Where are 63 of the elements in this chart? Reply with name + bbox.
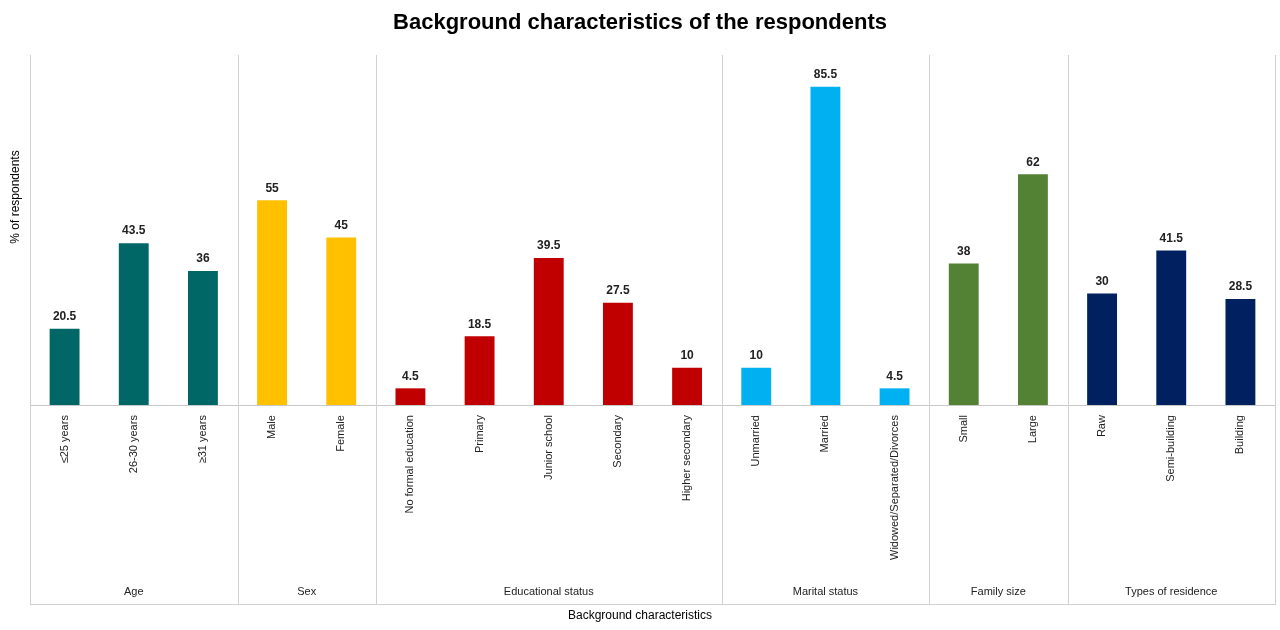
data-label: 41.5 <box>1159 230 1184 245</box>
bar <box>187 271 218 406</box>
x-tick-label: Large <box>1025 415 1038 444</box>
data-label: 38 <box>957 243 971 258</box>
data-label: 62 <box>1026 154 1040 169</box>
data-label: 10 <box>749 348 764 363</box>
bar <box>948 263 979 406</box>
bar <box>810 86 841 406</box>
bar <box>1087 293 1118 406</box>
x-tick-label: Raw <box>1095 415 1108 438</box>
text: Marital status <box>792 585 859 597</box>
bar <box>672 367 703 406</box>
data-label: 28.5 <box>1228 279 1253 294</box>
bar <box>533 258 564 406</box>
data-label: 55 <box>265 180 280 195</box>
data-label: 85.5 <box>813 67 838 82</box>
x-tick-label: ≥31 years <box>195 414 208 464</box>
x-tick-label: Building <box>1233 415 1246 455</box>
x-tick-label: Female <box>334 415 347 452</box>
text: Family size <box>970 585 1026 597</box>
bar <box>49 328 80 406</box>
x-tick-label: Male <box>265 415 278 439</box>
x-tick-label: Small <box>956 415 969 443</box>
x-tick-label: 26-30 years <box>126 414 139 474</box>
x-tick-label: ≤25 years <box>57 414 70 464</box>
x-tick-label: Widowed/Separated/Divorces <box>887 414 900 560</box>
bar <box>464 336 495 406</box>
data-label: 4.5 <box>402 368 420 383</box>
x-tick-label: Junior school <box>541 415 554 480</box>
chart-title: Background characteristics of the respondents <box>392 8 888 36</box>
bar <box>326 237 357 406</box>
x-tick-label: Primary <box>472 414 485 453</box>
text: Sex <box>297 585 317 597</box>
y-axis-title: % of respondents <box>8 149 22 246</box>
bar <box>741 367 772 406</box>
data-label: 20.5 <box>52 309 77 324</box>
bar <box>118 243 149 406</box>
bar <box>257 200 288 406</box>
bar <box>879 388 910 406</box>
bar <box>1156 250 1187 406</box>
data-label: 36 <box>196 251 210 266</box>
x-tick-label: Married <box>818 415 831 453</box>
data-label: 27.5 <box>606 283 630 298</box>
data-label: 30 <box>1095 273 1110 288</box>
bar <box>395 388 426 406</box>
x-axis-title: Background characteristics <box>566 608 714 622</box>
data-label: 18.5 <box>467 316 492 331</box>
x-tick-label: Secondary <box>610 414 623 468</box>
x-tick-label: Higher secondary <box>680 414 693 502</box>
bar <box>1017 174 1048 406</box>
bar <box>602 302 633 406</box>
data-label: 45 <box>334 217 349 232</box>
data-label: 10 <box>680 348 695 363</box>
data-label: 43.5 <box>122 223 146 238</box>
data-label: 39.5 <box>537 238 561 253</box>
data-label: 4.5 <box>886 368 904 383</box>
text: Age <box>123 585 144 597</box>
x-tick-label: Semi-building <box>1164 415 1177 482</box>
bar <box>1225 298 1256 406</box>
text: Types of residence <box>1125 585 1218 597</box>
x-tick-label: Unmarried <box>749 415 762 467</box>
text: Educational status <box>503 585 595 597</box>
x-tick-label: No formal education <box>403 415 416 514</box>
